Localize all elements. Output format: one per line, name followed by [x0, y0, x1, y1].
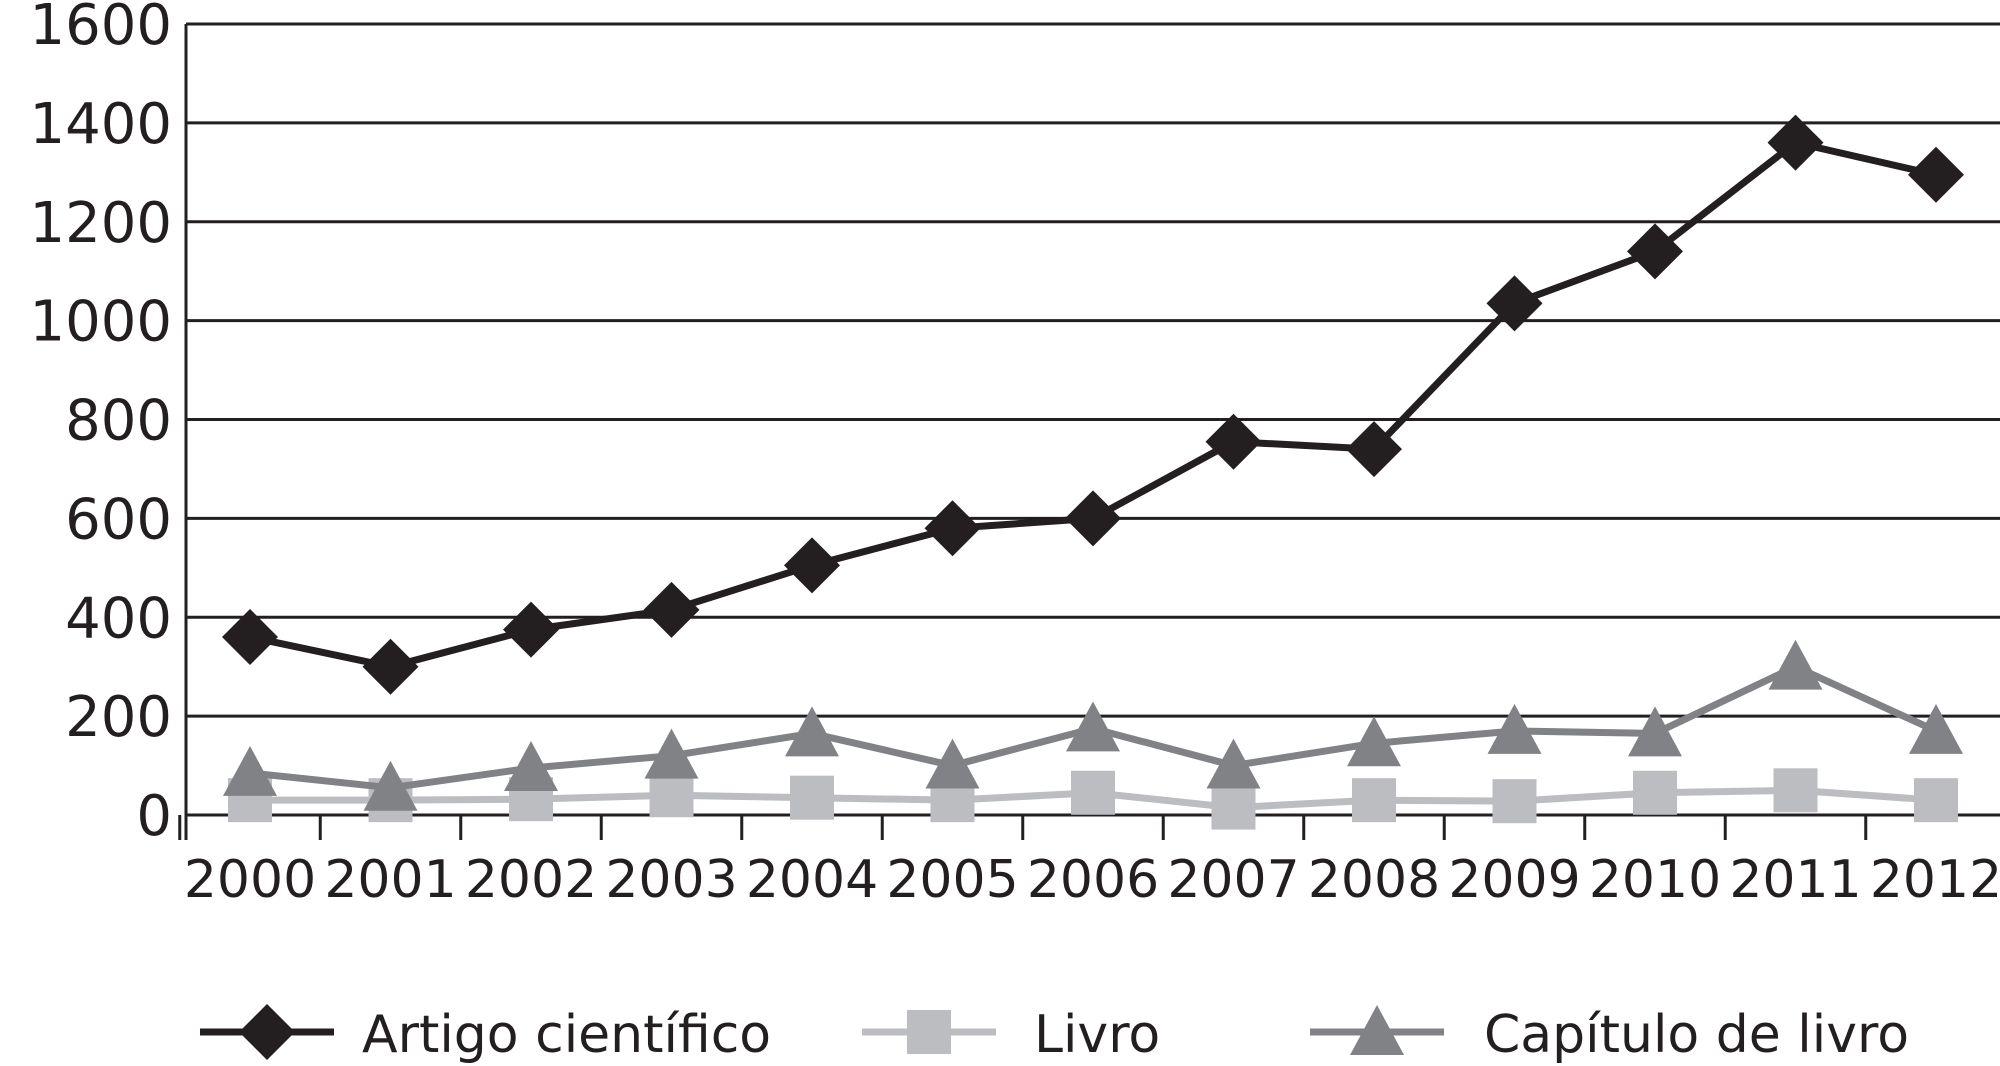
- data-point-diamond: [1205, 413, 1262, 470]
- data-point-square: [1633, 770, 1677, 815]
- data-point-diamond: [1908, 146, 1964, 203]
- data-point-triangle: [925, 738, 980, 789]
- axes: [178, 24, 1868, 840]
- data-point-triangle: [1909, 703, 1963, 754]
- y-tick-label: 200: [65, 685, 172, 750]
- data-point-triangle: [223, 745, 277, 796]
- data-point-square: [1773, 768, 1818, 813]
- data-point-diamond: [503, 601, 559, 658]
- data-point-square: [1211, 785, 1256, 830]
- y-tick-label: 1200: [29, 191, 172, 256]
- data-point-triangle: [1347, 716, 1401, 767]
- data-point-diamond: [222, 609, 278, 666]
- legend-marker-square: [907, 1010, 951, 1054]
- data-point-triangle: [504, 741, 558, 791]
- x-tick-label: 2007: [1167, 850, 1299, 910]
- legend-item: Artigo científico: [200, 1004, 771, 1065]
- y-tick-label: 1400: [29, 92, 172, 157]
- x-tick-label: 2012: [1870, 850, 2000, 910]
- x-axis-tick-labels: 2000 2001 2002 2003 2004 2005 2006 2007 2008 2009…: [184, 850, 2000, 910]
- legend: Artigo científico Livro Capítulo de livro: [200, 1004, 1909, 1065]
- y-axis-tick-labels: 0 200 400 600 800 1000 1200 1400 1600: [29, 0, 172, 849]
- data-point-triangle: [1487, 703, 1542, 754]
- y-tick-label: 800: [65, 389, 172, 454]
- data-point-triangle: [644, 728, 699, 779]
- x-tick-label: 2009: [1448, 850, 1580, 910]
- series-group: [222, 114, 1964, 830]
- data-point-triangle: [1066, 701, 1120, 752]
- data-point-diamond: [924, 500, 981, 557]
- legend-label: Artigo científico: [362, 1005, 771, 1065]
- x-tick-label: 2011: [1729, 850, 1861, 910]
- x-tick-label: 2004: [746, 850, 878, 910]
- data-point-square: [1071, 770, 1115, 815]
- data-point-triangle: [1628, 706, 1682, 757]
- legend-label: Livro: [1034, 1005, 1160, 1065]
- series-diamond: [222, 114, 1964, 695]
- legend-label: Capítulo de livro: [1484, 1005, 1909, 1065]
- y-tick-label: 1000: [29, 290, 172, 355]
- legend-item: Livro: [862, 1005, 1160, 1065]
- data-point-square: [1352, 778, 1396, 823]
- y-tick-label: 600: [65, 487, 172, 552]
- data-point-diamond: [1346, 421, 1402, 478]
- legend-item: Capítulo de livro: [1310, 1005, 1909, 1065]
- data-point-triangle: [1768, 639, 1823, 690]
- data-point-diamond: [1486, 275, 1543, 332]
- data-point-square: [649, 773, 694, 818]
- gridlines: [186, 22, 2000, 817]
- data-point-square: [1492, 779, 1537, 824]
- data-point-diamond: [362, 638, 419, 695]
- legend-marker-diamond: [239, 1004, 295, 1060]
- data-point-diamond: [1767, 114, 1824, 171]
- y-tick-label: 0: [136, 784, 172, 849]
- data-point-triangle: [785, 706, 839, 757]
- x-tick-label: 2000: [184, 850, 316, 910]
- x-tick-label: 2008: [1308, 850, 1440, 910]
- x-tick-label: 2005: [886, 850, 1018, 910]
- x-tick-label: 2010: [1589, 850, 1721, 910]
- x-tick-label: 2001: [324, 850, 456, 910]
- data-point-diamond: [784, 537, 840, 594]
- data-point-square: [1914, 778, 1958, 823]
- x-tick-label: 2003: [605, 850, 737, 910]
- y-tick-label: 400: [65, 586, 172, 651]
- y-tick-label: 1600: [29, 0, 172, 58]
- series-triangle: [223, 639, 1963, 811]
- series-square: [228, 768, 1958, 830]
- x-tick-label: 2002: [465, 850, 597, 910]
- x-tick-label: 2006: [1027, 850, 1159, 910]
- data-point-triangle: [1206, 738, 1261, 789]
- data-point-square: [790, 775, 834, 820]
- data-point-diamond: [1627, 223, 1683, 280]
- data-point-diamond: [1065, 490, 1121, 547]
- legend-marker-triangle: [1350, 1005, 1404, 1055]
- data-point-triangle: [363, 760, 418, 811]
- data-point-diamond: [643, 581, 700, 638]
